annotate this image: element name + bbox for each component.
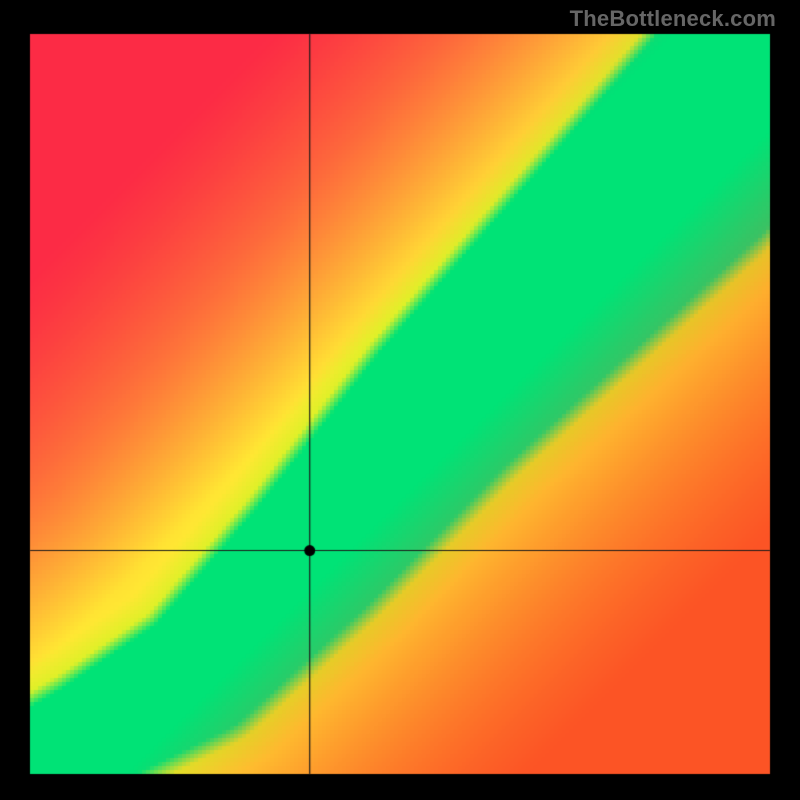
chart-container: { "watermark": { "text": "TheBottleneck.… — [0, 0, 800, 800]
crosshair-overlay — [0, 0, 800, 800]
watermark-text: TheBottleneck.com — [570, 6, 776, 32]
